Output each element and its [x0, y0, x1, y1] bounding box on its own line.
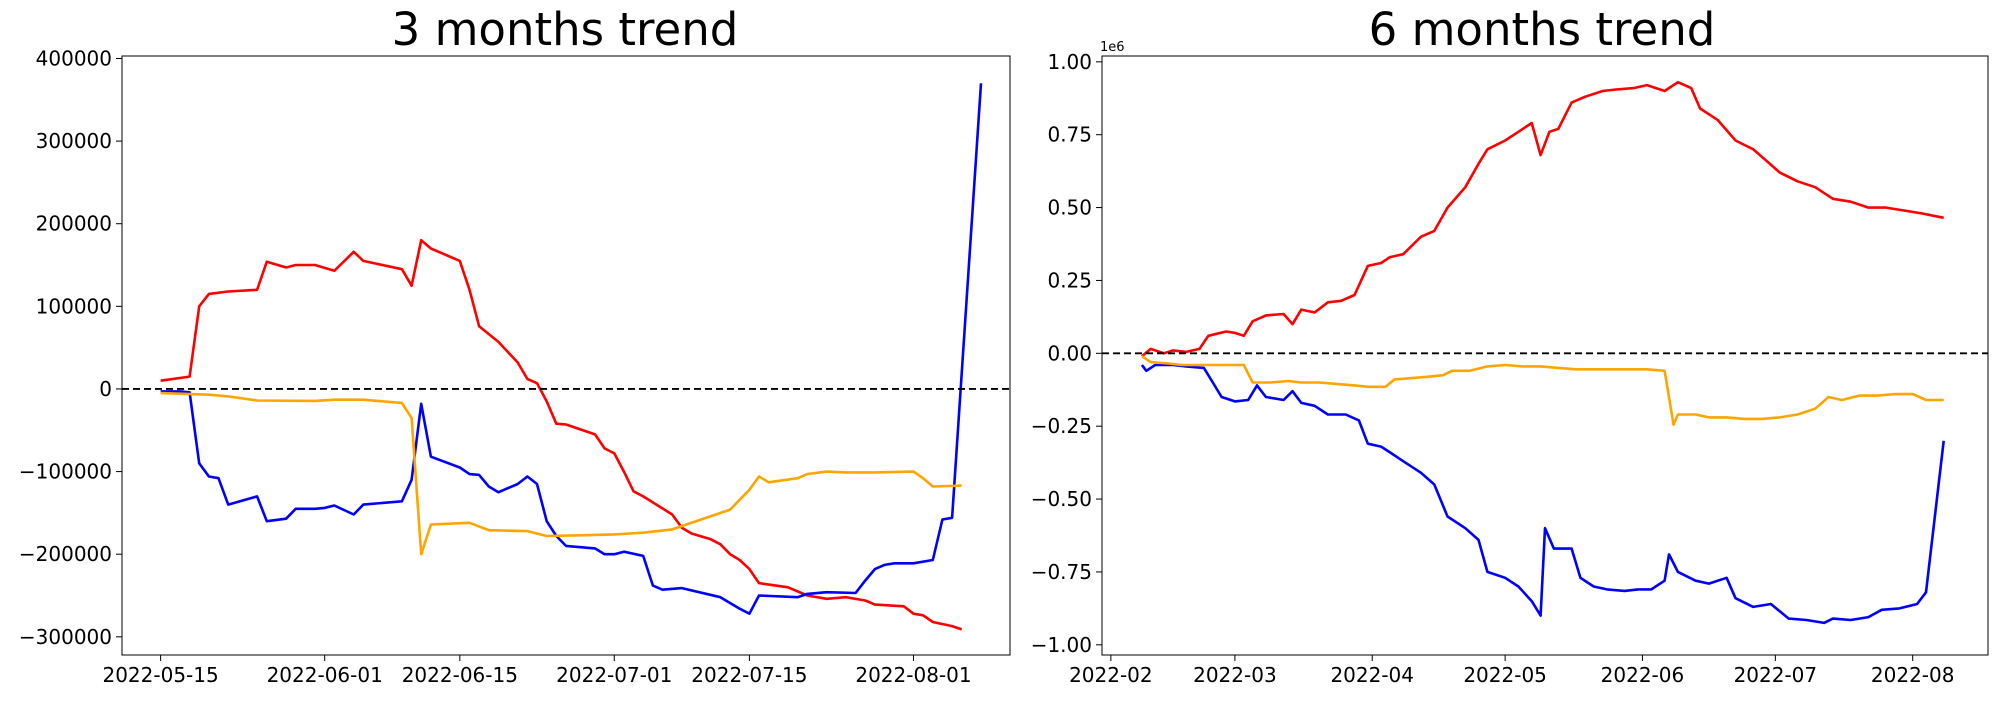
x-tick-label: 2022-07-15: [691, 663, 807, 687]
y-tick-label: 400000: [36, 46, 112, 70]
chart-title: 6 months trend: [1369, 3, 1716, 56]
y-tick-label: 0.25: [1047, 268, 1092, 292]
y-tick-label: 200000: [36, 212, 112, 236]
x-tick-label: 2022-04: [1330, 663, 1414, 687]
y-tick-label: −100000: [19, 460, 112, 484]
y-tick-label: −300000: [19, 625, 112, 649]
plot-frame: [1101, 55, 1989, 656]
plot-frame: [121, 55, 1011, 656]
series-line-2: [1140, 363, 1945, 625]
x-tick-label: 2022-06-01: [267, 663, 383, 687]
series-line-2: [160, 83, 983, 615]
series-line-1: [160, 238, 963, 631]
y-tick-label: 0.00: [1047, 341, 1092, 365]
x-tick-label: 2022-02: [1069, 663, 1153, 687]
x-tick-label: 2022-07-01: [556, 663, 672, 687]
y-tick-label: 1.00: [1047, 50, 1092, 74]
x-tick-label: 2022-05-15: [102, 663, 218, 687]
x-tick-label: 2022-08-01: [855, 663, 971, 687]
y-tick-label: −0.50: [1031, 487, 1092, 511]
x-tick-label: 2022-06: [1601, 663, 1685, 687]
series-line-1: [1141, 80, 1944, 358]
chart-6-months-trend: 6 months trend 1e6 −1.00 −0.75 −0.50 −0.25 0…: [1031, 3, 1989, 687]
y-tick-label: −0.75: [1031, 560, 1092, 584]
y-tick-label: 100000: [36, 294, 112, 318]
x-tick-label: 2022-08: [1871, 663, 1955, 687]
y-tick-label: −0.25: [1031, 414, 1092, 438]
y-tick-label: −200000: [19, 542, 112, 566]
y-tick-label: −1.00: [1031, 633, 1092, 657]
y-tick-label: 0.75: [1047, 123, 1092, 147]
series-line-3: [160, 391, 962, 556]
y-offset-label: 1e6: [1100, 40, 1125, 55]
y-tick-label: 0: [99, 377, 112, 401]
x-tick-label: 2022-03: [1193, 663, 1277, 687]
x-tick-label: 2022-06-15: [402, 663, 518, 687]
chart-title: 3 months trend: [392, 3, 739, 56]
x-tick-label: 2022-05: [1463, 663, 1547, 687]
series-line-3: [1141, 355, 1944, 426]
y-tick-label: 0.50: [1047, 196, 1092, 220]
x-tick-label: 2022-07: [1734, 663, 1818, 687]
chart-3-months-trend: 3 months trend −300000 −200000 −100000 0 100…: [19, 3, 1011, 687]
y-tick-label: 300000: [36, 129, 112, 153]
